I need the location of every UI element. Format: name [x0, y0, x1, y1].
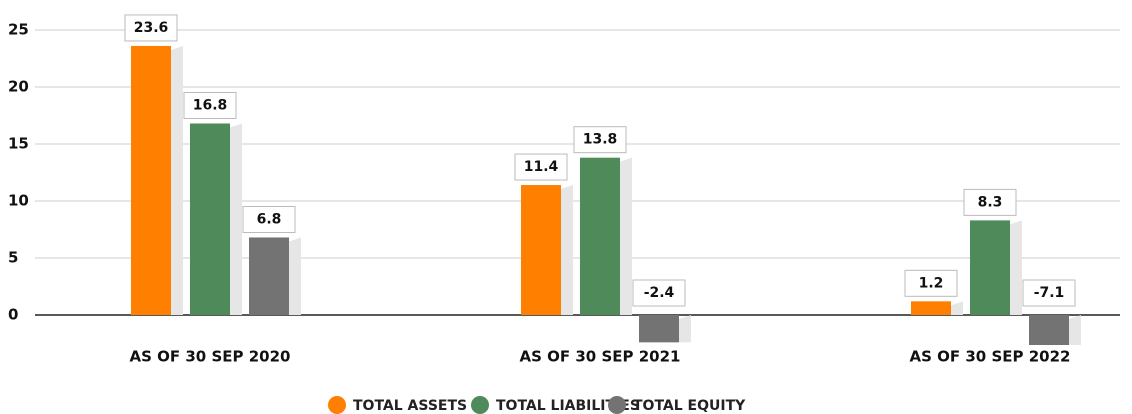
bar: [970, 220, 1010, 315]
value-label: 13.8: [583, 132, 618, 148]
value-label-box: [963, 188, 1017, 216]
y-tick-label: 5: [8, 249, 18, 267]
bars: [131, 45, 1081, 345]
value-label-box: [632, 279, 686, 307]
legend-swatch: [471, 396, 489, 414]
y-tick-label: 15: [8, 135, 29, 153]
bar: [580, 157, 620, 315]
bar-shadow: [1010, 220, 1022, 315]
value-label: 8.3: [978, 194, 1003, 210]
y-tick-label: 10: [8, 192, 29, 210]
bar-shadow: [1069, 315, 1081, 345]
bar: [190, 123, 230, 315]
x-tick-label: AS OF 30 SEP 2021: [520, 348, 681, 366]
bar-shadow: [171, 45, 183, 316]
bar-shadow: [561, 185, 573, 315]
x-tick-label: AS OF 30 SEP 2020: [130, 348, 291, 366]
y-tick-label: 25: [8, 21, 29, 39]
bar-shadow: [679, 315, 691, 343]
value-label-box: [573, 126, 627, 154]
value-label: -2.4: [644, 285, 675, 301]
bar-shadow: [230, 123, 242, 315]
bar-shadow: [951, 301, 963, 315]
bar: [639, 315, 679, 343]
value-label-box: [183, 91, 237, 119]
value-label-box: [1022, 279, 1076, 307]
value-label: -7.1: [1034, 285, 1065, 301]
legend-label: TOTAL LIABILITIES: [496, 398, 640, 414]
legend-label: TOTAL ASSETS: [353, 398, 467, 414]
value-label: 16.8: [193, 97, 228, 113]
legend-label: TOTAL EQUITY: [633, 398, 746, 414]
bar-shadow: [289, 237, 301, 315]
bar-shadow: [620, 157, 632, 315]
bar: [911, 301, 951, 315]
y-tick-label: 20: [8, 78, 29, 96]
legend-swatch: [608, 396, 626, 414]
value-labels: 23.6 16.8 6.8 11.4 13.8 -2.4 1.2 8.3 -7.1: [124, 14, 1076, 307]
value-label: 11.4: [524, 159, 559, 175]
bar: [131, 45, 171, 316]
y-tick-label: 0: [8, 306, 18, 324]
x-tick-label: AS OF 30 SEP 2022: [910, 348, 1071, 366]
value-label-box: [514, 153, 568, 181]
value-label: 1.2: [919, 275, 944, 291]
value-label-box: [242, 205, 296, 233]
value-label: 6.8: [257, 211, 282, 227]
bar: [1029, 315, 1069, 345]
value-label-box: [904, 269, 958, 297]
value-label-box: [124, 14, 178, 42]
bar: [249, 237, 289, 315]
bar: [521, 185, 561, 315]
value-label: 23.6: [134, 20, 169, 36]
legend-swatch: [328, 396, 346, 414]
